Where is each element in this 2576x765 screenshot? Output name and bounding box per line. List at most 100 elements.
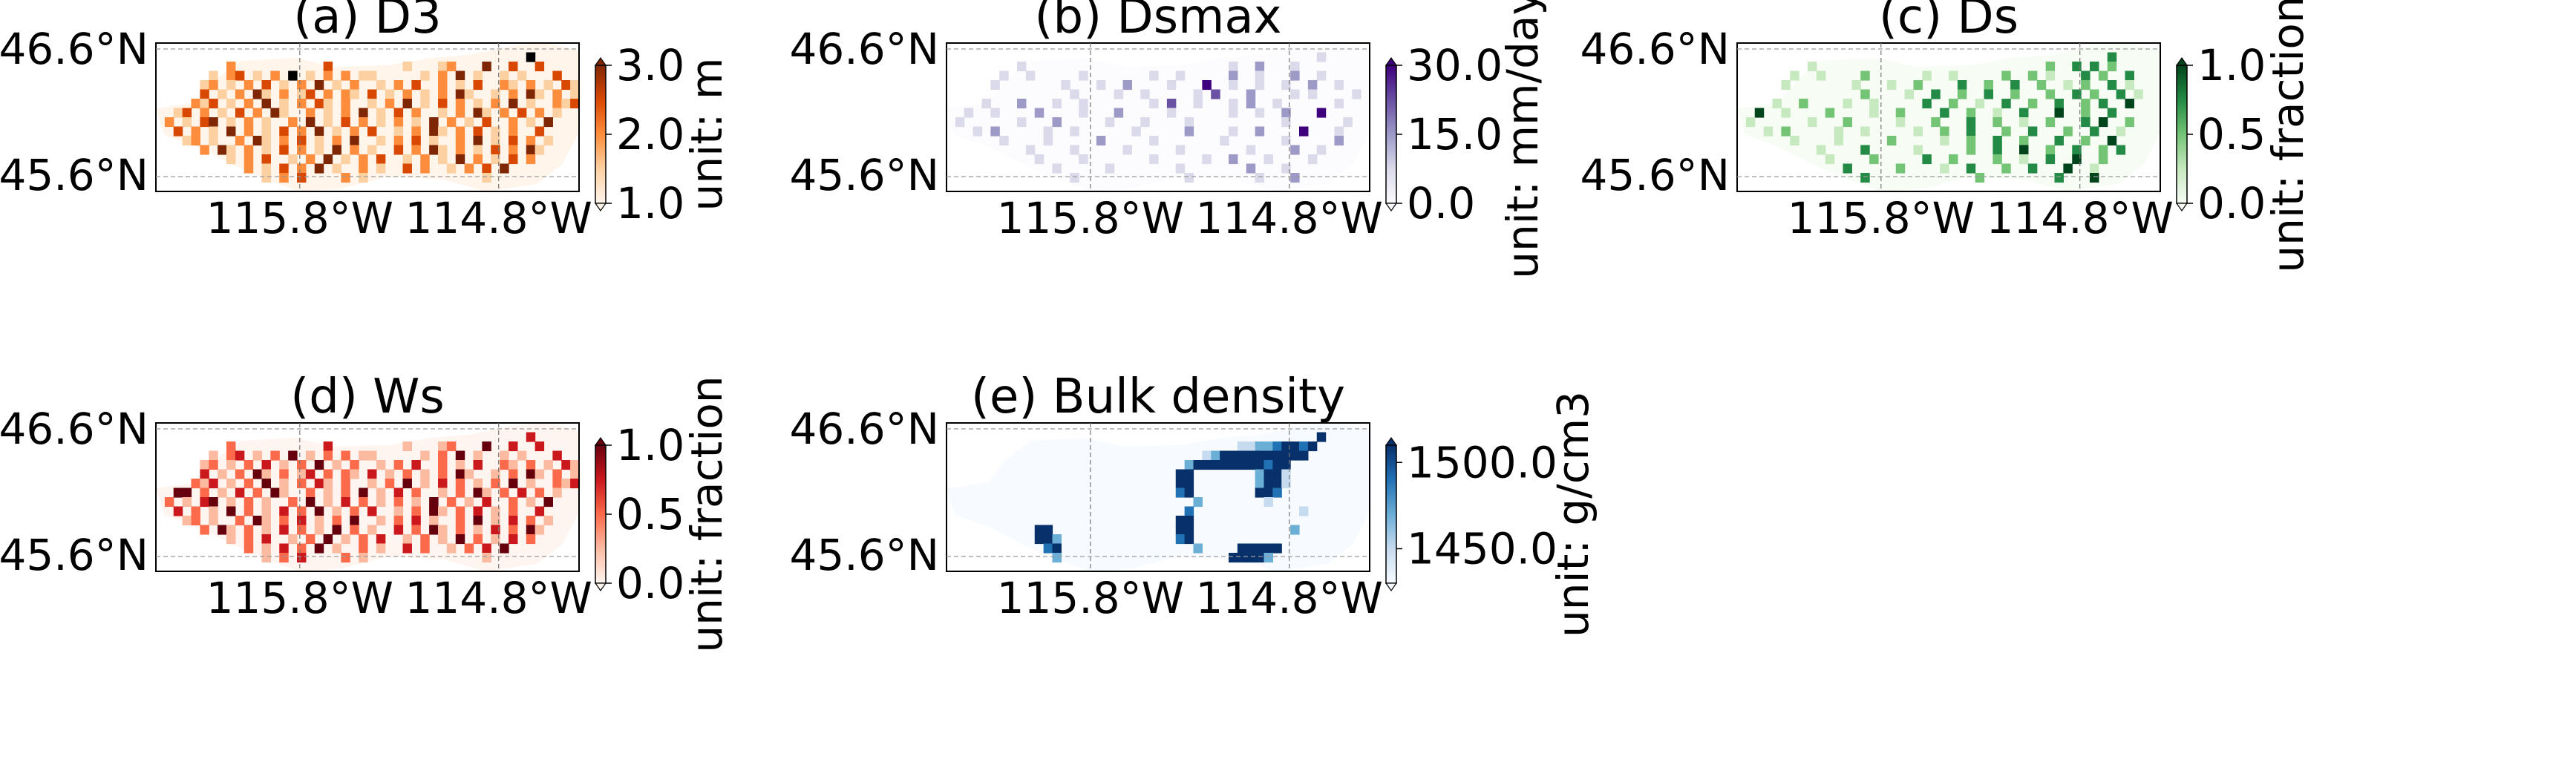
heatmap-cell (464, 163, 474, 174)
heatmap-cell (552, 70, 562, 81)
heatmap-cell (191, 516, 200, 526)
heatmap-cell (420, 543, 430, 554)
heatmap-cell (473, 80, 483, 91)
heatmap-cell (509, 62, 518, 72)
heatmap-cell (359, 450, 368, 461)
heatmap-cell (314, 506, 324, 516)
heatmap-cell (1229, 126, 1238, 137)
heatmap-cells (1034, 432, 1327, 563)
heatmap-cell (279, 479, 289, 489)
heatmap-cell (1184, 117, 1194, 128)
heatmap-cell (1290, 62, 1300, 72)
heatmap-cell (2081, 136, 2090, 146)
heatmap-cell (1017, 99, 1027, 109)
heatmap-cell (1237, 450, 1247, 461)
heatmap-cell (1079, 154, 1088, 165)
heatmap-cell (526, 154, 536, 165)
heatmap-cell (2098, 70, 2108, 81)
heatmap-cell (491, 126, 500, 137)
heatmap-cell (1843, 117, 1852, 128)
heatmap-cell (509, 117, 518, 128)
heatmap-cell (1343, 117, 1353, 128)
heatmap-cell (2107, 136, 2117, 146)
heatmap-cell (359, 154, 368, 165)
heatmap-cell (1211, 450, 1220, 461)
heatmap-cell (1220, 450, 1229, 461)
heatmap-cell (1290, 145, 1300, 155)
heatmap-cell (226, 126, 236, 137)
heatmap-cell (438, 80, 448, 91)
heatmap-cell (438, 70, 448, 81)
heatmap-cell (1229, 80, 1238, 91)
heatmap-cell (376, 534, 386, 545)
heatmap-cell (1816, 70, 1826, 81)
heatmap-cell (2081, 117, 2090, 128)
heatmap-cell (393, 487, 404, 498)
heatmap-cell (164, 497, 174, 508)
heatmap-cell (1025, 145, 1036, 155)
heatmap-cell (1869, 154, 1879, 165)
colorbar (1385, 444, 1397, 584)
heatmap-cell (517, 108, 527, 118)
heatmap-cell (402, 534, 412, 545)
heatmap-cell (226, 534, 236, 545)
heatmap-cell (1079, 108, 1088, 118)
panel-title: (d) Ws (290, 370, 445, 424)
heatmap-cell (279, 506, 289, 516)
heatmap-cell (297, 506, 307, 516)
panel-e: (e) Bulk density 46.6°N 45.6°N 115.8°W 114.8… (789, 370, 1598, 637)
heatmap-cell (1904, 89, 1915, 99)
colorbar-tick-label: 0.5 (2197, 109, 2266, 160)
heatmap-cell (500, 460, 509, 470)
heatmap-cell (500, 487, 509, 498)
heatmap-cell (1290, 70, 1300, 81)
heatmap-cell (402, 469, 412, 479)
heatmap-cell (367, 525, 377, 535)
heatmap-cell (1993, 117, 2002, 128)
heatmap-cell (323, 487, 333, 498)
heatmap-cell (393, 80, 404, 91)
heatmap-cell (1070, 126, 1079, 137)
heatmap-cell (1220, 136, 1229, 146)
heatmap-cell (1754, 108, 1765, 118)
heatmap-cell (1184, 487, 1194, 498)
heatmap-cell (209, 479, 218, 489)
heatmap-cell (2019, 108, 2029, 118)
heatmap-cell (411, 126, 421, 137)
heatmap-cell (535, 62, 545, 72)
heatmap-cell (2107, 80, 2117, 91)
heatmap-cell (482, 173, 491, 183)
heatmap-cell (2098, 99, 2108, 109)
heatmap-cell (279, 89, 289, 99)
heatmap-cell (376, 163, 386, 174)
heatmap-cell (543, 117, 553, 128)
heatmap-cell (1246, 553, 1256, 563)
colorbar-tick-label: 1450.0 (1407, 524, 1557, 574)
heatmap-cell (182, 136, 192, 146)
heatmap-cell (1290, 525, 1300, 535)
heatmap-cell (535, 525, 545, 535)
heatmap-cell (535, 145, 545, 155)
heatmap-cell (332, 163, 341, 174)
heatmap-cell (1255, 543, 1265, 554)
heatmap-cell (2027, 99, 2038, 109)
heatmap-cell (1184, 534, 1194, 545)
heatmap-cell (1307, 441, 1318, 452)
panel-b: (b) Dsmax 46.6°N 45.6°N 115.8°W 114.8°W 30.0 1… (789, 0, 1548, 279)
heatmap-cell (2054, 108, 2064, 118)
heatmap-cell (1264, 497, 1273, 508)
heatmap-cell (1255, 450, 1265, 461)
heatmap-cell (332, 516, 341, 526)
heatmap-cell (526, 516, 536, 526)
heatmap-cell (570, 89, 580, 99)
colorbar-label: unit: fraction (2263, 0, 2313, 273)
panel-title: (c) Ds (1879, 0, 2018, 45)
heatmap-cell (438, 469, 448, 479)
heatmap-cell (341, 450, 350, 461)
heatmap-cell (438, 479, 448, 489)
heatmap-cell (200, 469, 209, 479)
heatmap-cell (1246, 543, 1256, 554)
heatmap-cell (402, 99, 412, 109)
heatmap-cell (2019, 154, 2029, 165)
heatmap-cell (218, 525, 227, 535)
